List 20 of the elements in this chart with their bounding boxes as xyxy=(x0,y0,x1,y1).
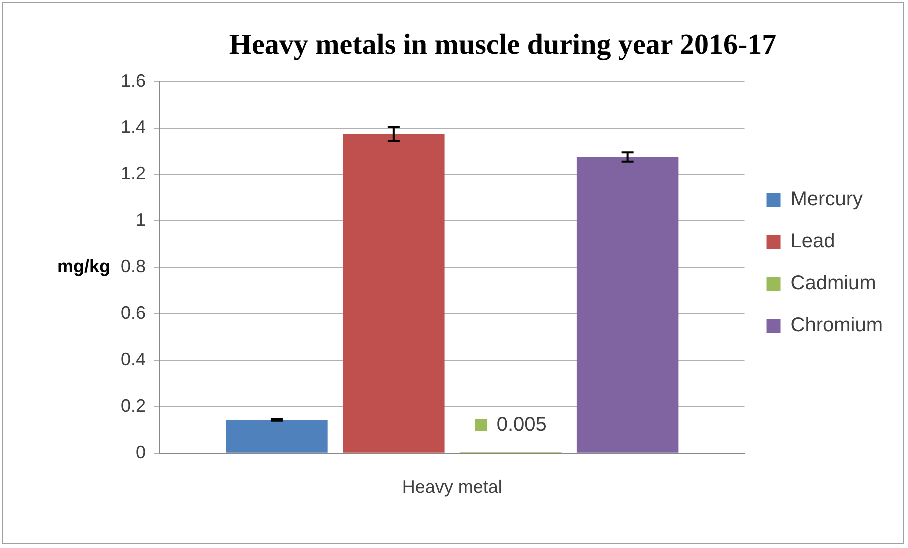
legend-label: Chromium xyxy=(790,314,884,337)
legend-label: Cadmium xyxy=(790,272,876,295)
y-tick-label: 1.4 xyxy=(120,117,146,138)
y-axis-title: mg/kg xyxy=(57,256,111,277)
y-tick-label: 1.2 xyxy=(120,164,146,184)
y-tick-label: 0.2 xyxy=(120,396,146,416)
y-tick-label: 1 xyxy=(136,210,146,230)
y-tick-label: 0 xyxy=(136,442,146,462)
bar xyxy=(226,420,328,453)
y-tick-label: 1.6 xyxy=(120,70,146,91)
bar xyxy=(576,157,679,453)
y-tick-label: 0.4 xyxy=(120,349,146,370)
y-tick-label: 0.8 xyxy=(120,256,146,277)
x-tick-label: Heavy metal xyxy=(402,477,502,498)
y-tick-label: 0.6 xyxy=(120,303,146,324)
data-label: 0.005 xyxy=(496,414,547,436)
chart-title: Heavy metals in muscle during year 2016-17 xyxy=(229,28,777,61)
bar xyxy=(343,134,445,453)
legend-label: Mercury xyxy=(790,188,863,211)
legend-label: Lead xyxy=(790,230,836,253)
